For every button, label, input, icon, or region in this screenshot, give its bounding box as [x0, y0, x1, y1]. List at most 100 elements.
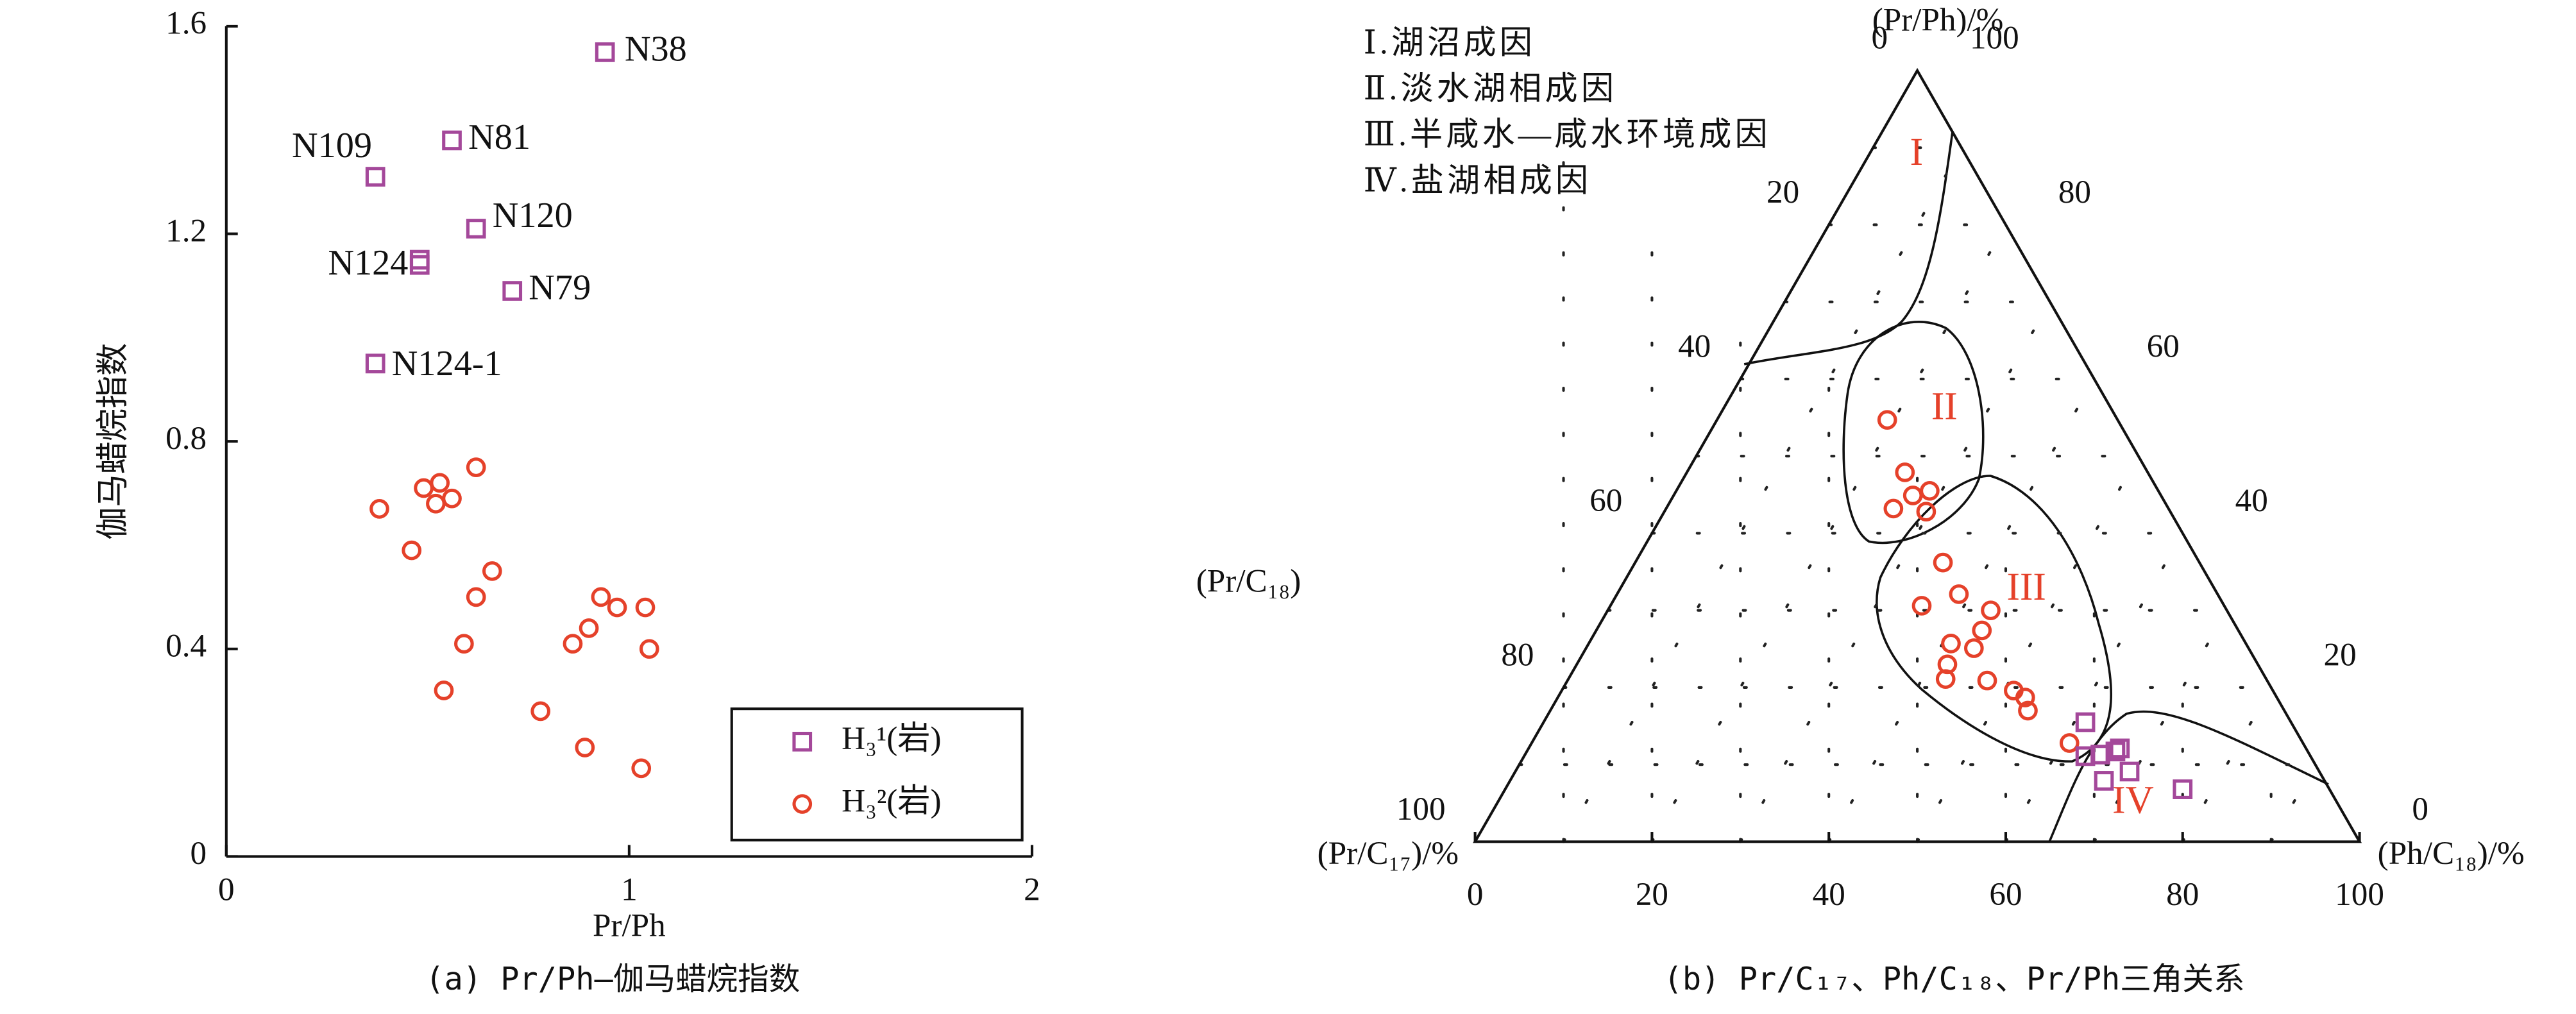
x-tick-label: 80	[2166, 876, 2199, 913]
legend-label: H₃¹(岩)	[842, 720, 941, 757]
x-tick-label: 40	[1813, 876, 1845, 913]
square-marker	[409, 255, 430, 275]
grid-dots	[2269, 763, 2317, 843]
square-marker	[409, 249, 430, 270]
region-label: IV	[2112, 779, 2154, 822]
y-tick-label: 0.8	[165, 420, 207, 457]
circle-marker	[1911, 596, 1932, 616]
circle-marker	[1977, 670, 1997, 691]
square-marker	[365, 353, 386, 374]
region-boundary	[2048, 710, 2329, 843]
legend-marker	[792, 731, 813, 752]
x-tick-label: 100	[2335, 876, 2384, 913]
grid-dots	[1827, 377, 2096, 843]
grid-dots	[2092, 609, 2228, 843]
region-legend: Ⅱ.淡水湖相成因	[1364, 71, 1617, 107]
circle-marker	[482, 561, 502, 581]
square-marker	[2173, 779, 2193, 799]
right-tick-label: 40	[2235, 482, 2268, 519]
left-tick-label: 80	[1501, 637, 1534, 673]
left-side-label: (Pr/C₁₈)	[1196, 562, 1301, 599]
left-tick-label: 40	[1678, 328, 1711, 365]
point-label: N81	[468, 117, 530, 157]
left-tick-label: 100	[1396, 791, 1446, 827]
y-tick-label: 0	[191, 835, 207, 872]
right-tick-label: 100	[1970, 20, 2019, 56]
x-tick-label: 2	[1024, 871, 1040, 908]
circle-marker	[466, 457, 486, 477]
square-marker	[502, 281, 523, 301]
circle-marker	[369, 498, 389, 519]
right-tick-label: 80	[2058, 174, 2091, 210]
x-tick-label: 0	[218, 871, 235, 908]
square-marker	[2110, 738, 2130, 759]
region-legend: Ⅰ.湖沼成因	[1364, 24, 1536, 61]
region-label: II	[1931, 385, 1958, 428]
ternary-regions	[1743, 131, 2329, 843]
legend-marker	[792, 794, 813, 814]
circle-marker	[1972, 620, 1992, 641]
circle-marker	[2059, 733, 2080, 753]
square-marker	[466, 219, 486, 239]
circle-marker	[530, 701, 551, 722]
circle-marker	[466, 587, 486, 607]
circle-marker	[1877, 410, 1897, 430]
circle-marker	[454, 634, 474, 654]
circle-marker	[579, 618, 599, 638]
region-legend: Ⅳ.盐湖相成因	[1364, 162, 1592, 199]
circle-marker	[434, 680, 454, 700]
circle-marker	[639, 639, 659, 659]
square-marker	[595, 42, 615, 62]
triangle	[1473, 67, 2362, 843]
circle-marker	[426, 493, 446, 514]
x-tick-label: 1	[621, 871, 638, 908]
circle-marker	[591, 587, 611, 607]
y-tick-label: 1.2	[165, 212, 207, 249]
region-label: I	[1910, 130, 1923, 174]
circle-marker	[1949, 584, 1969, 604]
point-label: N79	[529, 267, 591, 307]
legend-box	[730, 707, 1024, 841]
square-marker	[365, 167, 386, 187]
circle-marker	[2015, 688, 2035, 707]
circle-marker	[1935, 669, 1956, 689]
left-tick-label: 20	[1767, 174, 1799, 210]
caption: (a) Pr/Ph—伽马蜡烷指数	[425, 961, 800, 997]
right-tick-label: 60	[2147, 328, 2180, 365]
circle-marker	[1916, 502, 1936, 522]
circle-marker	[563, 634, 583, 654]
right-tick-label: 0	[2412, 791, 2428, 827]
grid-dots	[1739, 300, 2051, 843]
circle-marker	[1963, 638, 1984, 658]
point-label: N120	[493, 196, 573, 235]
circle-marker	[1981, 600, 2001, 621]
point-label: N38	[625, 29, 687, 69]
y-axis-label: 伽马蜡烷指数	[95, 343, 131, 540]
region-label: III	[2007, 565, 2046, 609]
circle-marker	[2018, 700, 2038, 721]
y-tick-label: 0.4	[165, 628, 207, 664]
x-tick-label: 20	[1636, 876, 1668, 913]
left-tick-label: 60	[1589, 482, 1622, 519]
square-marker	[2105, 741, 2126, 762]
square-marker	[2119, 761, 2140, 782]
point-label: N109	[292, 126, 372, 165]
grid-dots	[1562, 146, 1963, 843]
x-axis-label: Pr/Ph	[593, 908, 666, 944]
circle-marker	[1883, 498, 1904, 519]
square-marker	[2094, 771, 2114, 791]
square-marker	[442, 130, 462, 151]
region-boundary	[1743, 131, 1954, 366]
circle-marker	[442, 488, 462, 509]
left-corner-label: (Pr/C₁₇)/%	[1318, 835, 1459, 872]
legend-label: H₃²(岩)	[842, 782, 941, 819]
x-tick-label: 60	[1989, 876, 2022, 913]
point-label: N124-1	[392, 344, 502, 384]
circle-marker	[631, 758, 652, 779]
circle-marker	[430, 473, 450, 493]
right-tick-label: 20	[2324, 637, 2357, 673]
top-label: (Pr/Ph)/%	[1872, 2, 2004, 38]
circle-marker	[1933, 552, 1953, 573]
circle-marker	[1902, 486, 1923, 505]
right-corner-label: (Ph/C₁₈)/%	[2378, 835, 2525, 872]
